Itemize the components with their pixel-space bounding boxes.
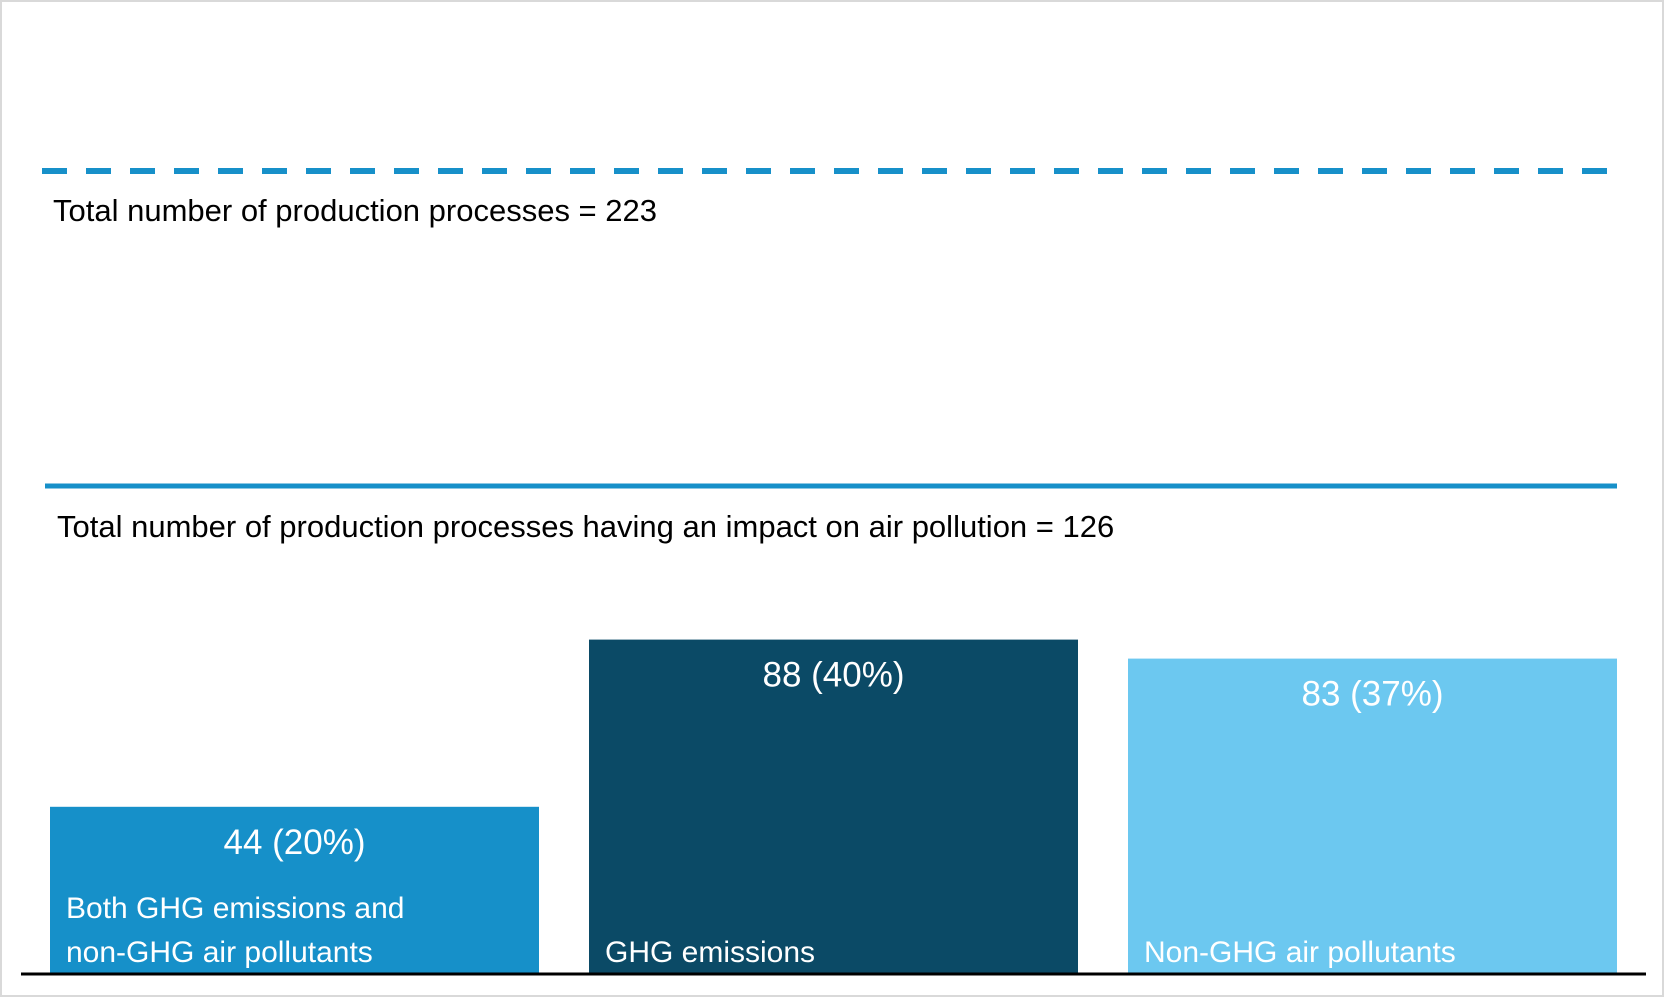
bar-category-label: Both GHG emissions and (66, 892, 404, 925)
bar-category-label: non-GHG air pollutants (66, 936, 373, 969)
bar-1 (50, 806, 539, 974)
bar-category-label: GHG emissions (605, 936, 815, 969)
bar-3 (1128, 658, 1617, 974)
bar-value-label: 83 (37%) (1301, 675, 1443, 714)
bar-value-label: 44 (20%) (223, 823, 365, 862)
bar-category-label: Non-GHG air pollutants (1144, 936, 1456, 969)
reference-label-air-pollution: Total number of production processes hav… (57, 509, 1114, 544)
reference-label-total: Total number of production processes = 2… (53, 193, 657, 228)
bars-group: 44 (20%) Both GHG emissions and non-GHG ai… (50, 639, 1617, 974)
bar-value-label: 88 (40%) (762, 656, 904, 695)
bar-2 (589, 639, 1078, 974)
